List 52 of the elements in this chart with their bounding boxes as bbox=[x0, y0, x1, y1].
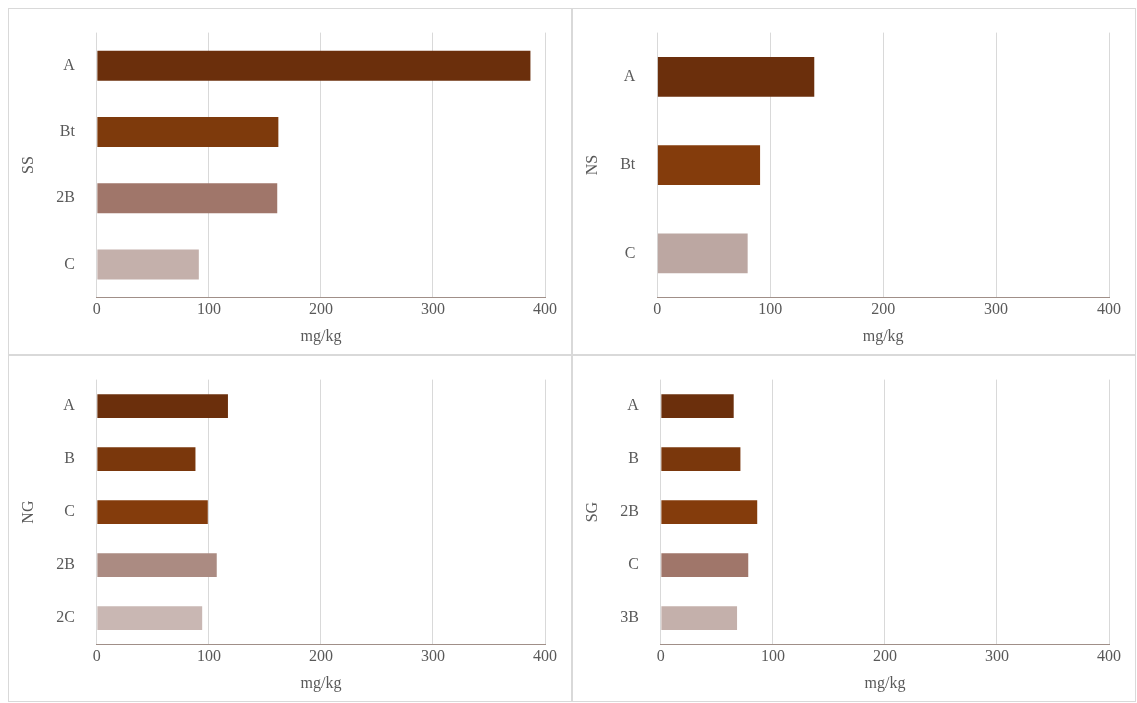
bar bbox=[97, 50, 531, 81]
x-tick-label: 300 bbox=[984, 300, 1009, 318]
y-axis-title: SG bbox=[582, 501, 600, 523]
bar bbox=[657, 145, 761, 185]
y-tick-label: Bt bbox=[620, 155, 636, 173]
x-tick-label: 100 bbox=[196, 300, 221, 318]
x-axis-title: mg/kg bbox=[300, 673, 342, 692]
y-tick-label: 2B bbox=[620, 502, 639, 520]
x-tick-label: 0 bbox=[92, 300, 101, 318]
y-tick-label: C bbox=[628, 555, 639, 573]
x-tick-label: 300 bbox=[420, 300, 445, 318]
x-tick-label: 100 bbox=[196, 647, 221, 665]
x-tick-label: 0 bbox=[92, 647, 101, 665]
y-axis-title: SS bbox=[18, 156, 36, 174]
y-tick-label: 2B bbox=[56, 555, 75, 573]
x-tick-label: 200 bbox=[872, 647, 897, 665]
x-tick-label: 200 bbox=[308, 300, 333, 318]
y-tick-label: 2B bbox=[56, 188, 75, 206]
y-axis-title: NS bbox=[582, 154, 600, 176]
bar bbox=[97, 117, 279, 147]
y-axis-title: NG bbox=[18, 500, 36, 524]
x-axis-title: mg/kg bbox=[864, 673, 906, 692]
bar bbox=[97, 183, 278, 214]
x-tick-label: 400 bbox=[1097, 647, 1121, 665]
bar bbox=[657, 56, 815, 97]
x-tick-label: 100 bbox=[758, 300, 783, 318]
x-tick-label: 0 bbox=[656, 647, 665, 665]
y-tick-label: C bbox=[64, 254, 75, 272]
y-tick-label: A bbox=[63, 55, 76, 73]
x-tick-label: 300 bbox=[420, 647, 445, 665]
y-tick-label: 2C bbox=[56, 608, 75, 626]
y-tick-label: B bbox=[64, 449, 75, 467]
y-tick-label: C bbox=[624, 243, 636, 261]
y-tick-label: C bbox=[64, 502, 75, 520]
x-tick-label: 400 bbox=[533, 647, 557, 665]
y-tick-label: Bt bbox=[59, 122, 76, 140]
y-tick-label: B bbox=[628, 449, 639, 467]
x-tick-label: 400 bbox=[1097, 300, 1121, 318]
y-tick-label: A bbox=[627, 396, 640, 414]
y-tick-label: 3B bbox=[620, 608, 639, 626]
y-tick-label: A bbox=[63, 396, 76, 414]
y-tick-label: A bbox=[623, 66, 636, 84]
bar bbox=[97, 249, 199, 280]
x-tick-label: 0 bbox=[653, 300, 662, 318]
x-axis-title: mg/kg bbox=[862, 326, 904, 345]
x-tick-label: 200 bbox=[871, 300, 896, 318]
x-tick-label: 200 bbox=[308, 647, 333, 665]
x-tick-label: 400 bbox=[533, 300, 557, 318]
x-tick-label: 100 bbox=[760, 647, 785, 665]
bar bbox=[657, 233, 748, 274]
x-axis-title: mg/kg bbox=[300, 326, 342, 345]
x-tick-label: 300 bbox=[984, 647, 1009, 665]
